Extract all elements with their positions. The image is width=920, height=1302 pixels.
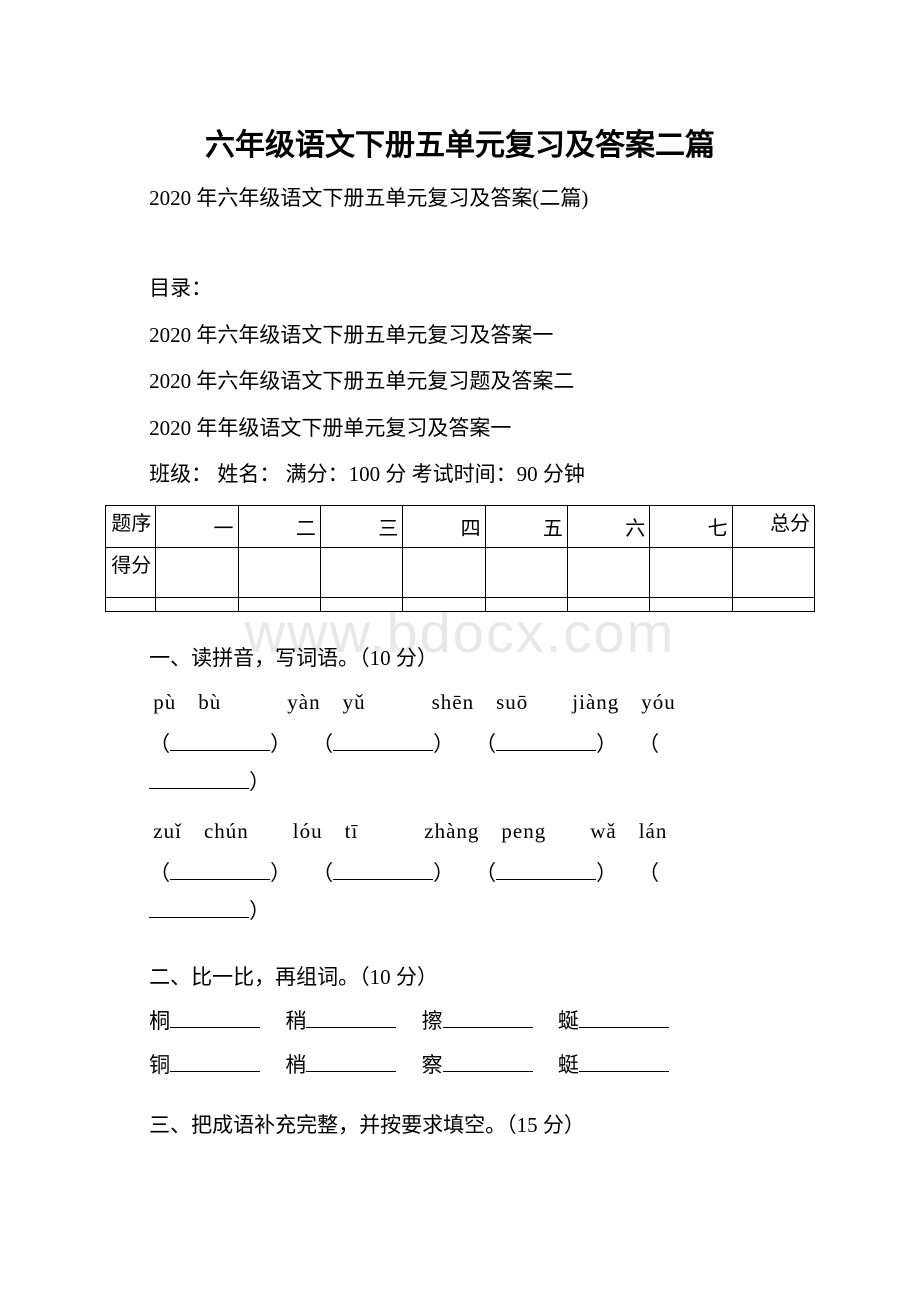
compare-char: 桐	[149, 1009, 170, 1033]
empty-cell	[403, 597, 485, 611]
section-heading: 二、比一比，再组词。（10 分）	[105, 961, 815, 991]
compare-char: 梢	[285, 1053, 306, 1077]
table-row	[106, 597, 815, 611]
col-header-cell: 六	[567, 505, 649, 547]
answer-blank	[333, 862, 433, 880]
pinyin-text: pù bù yàn yǔ shēn suō jiàng yóu	[105, 686, 815, 716]
answer-blank	[170, 1054, 260, 1072]
empty-cell	[106, 597, 156, 611]
score-cell	[567, 547, 649, 597]
col-header-cell: 三	[320, 505, 402, 547]
table-row: 得分	[106, 547, 815, 597]
score-cell	[732, 547, 814, 597]
section-heading: 三、把成语补充完整，并按要求填空。（15 分）	[105, 1109, 815, 1139]
answer-blank	[170, 1010, 260, 1028]
col-header-cell: 七	[650, 505, 732, 547]
row-label-cell: 得分	[106, 547, 156, 597]
score-cell	[650, 547, 732, 597]
document-content: 六年级语文下册五单元复习及答案二篇 2020 年六年级语文下册五单元复习及答案(…	[105, 120, 815, 1139]
compare-char: 察	[422, 1053, 443, 1077]
compare-char: 稍	[285, 1009, 306, 1033]
compare-char: 铜	[149, 1053, 170, 1077]
empty-cell	[238, 597, 320, 611]
answer-blank	[579, 1054, 669, 1072]
answer-blank	[333, 733, 433, 751]
char-compare-row: 桐 稍 擦 蜒	[105, 1005, 815, 1035]
answer-blank	[496, 733, 596, 751]
score-cell	[320, 547, 402, 597]
col-header-cell: 一	[156, 505, 238, 547]
answer-blank	[443, 1054, 533, 1072]
empty-cell	[485, 597, 567, 611]
exam-info: 班级： 姓名： 满分：100 分 考试时间：90 分钟	[105, 458, 815, 491]
answer-blank	[306, 1054, 396, 1072]
empty-cell	[320, 597, 402, 611]
empty-cell	[567, 597, 649, 611]
score-cell	[156, 547, 238, 597]
col-header-cell: 二	[238, 505, 320, 547]
col-header-cell: 四	[403, 505, 485, 547]
score-cell	[403, 547, 485, 597]
answer-blank	[579, 1010, 669, 1028]
empty-cell	[156, 597, 238, 611]
char-compare-row: 铜 梢 察 蜓	[105, 1049, 815, 1079]
score-cell	[485, 547, 567, 597]
row-label-cell: 题序	[106, 505, 156, 547]
table-row: 题序 一 二 三 四 五 六 七 总分	[106, 505, 815, 547]
col-header-cell: 五	[485, 505, 567, 547]
answer-blank	[149, 900, 249, 918]
section-heading: 一、读拼音，写词语。（10 分）	[105, 642, 815, 672]
answer-blanks: （） （） （） （）	[149, 855, 815, 931]
toc-item: 2020 年六年级语文下册五单元复习及答案一	[105, 319, 815, 352]
answer-blank	[443, 1010, 533, 1028]
page-title: 六年级语文下册五单元复习及答案二篇	[105, 120, 815, 164]
total-label-cell: 总分	[732, 505, 814, 547]
answer-blank	[170, 733, 270, 751]
pinyin-text: zuǐ chún lóu tī zhàng peng wǎ lán	[105, 815, 815, 845]
score-table: 题序 一 二 三 四 五 六 七 总分 得分	[105, 505, 815, 612]
answer-blank	[306, 1010, 396, 1028]
answer-blank	[149, 771, 249, 789]
compare-char: 蜓	[558, 1053, 579, 1077]
blank-spacer	[105, 234, 815, 272]
answer-blank	[496, 862, 596, 880]
compare-char: 蜒	[558, 1009, 579, 1033]
toc-item: 2020 年年级语文下册单元复习及答案一	[105, 412, 815, 445]
subtitle-text: 2020 年六年级语文下册五单元复习及答案(二篇)	[105, 182, 815, 212]
score-cell	[238, 547, 320, 597]
toc-item: 2020 年六年级语文下册五单元复习题及答案二	[105, 365, 815, 398]
empty-cell	[732, 597, 814, 611]
answer-blanks: （） （） （） （）	[149, 726, 815, 802]
compare-char: 擦	[422, 1009, 443, 1033]
empty-cell	[650, 597, 732, 611]
answer-blank	[170, 862, 270, 880]
toc-heading: 目录：	[105, 272, 815, 305]
